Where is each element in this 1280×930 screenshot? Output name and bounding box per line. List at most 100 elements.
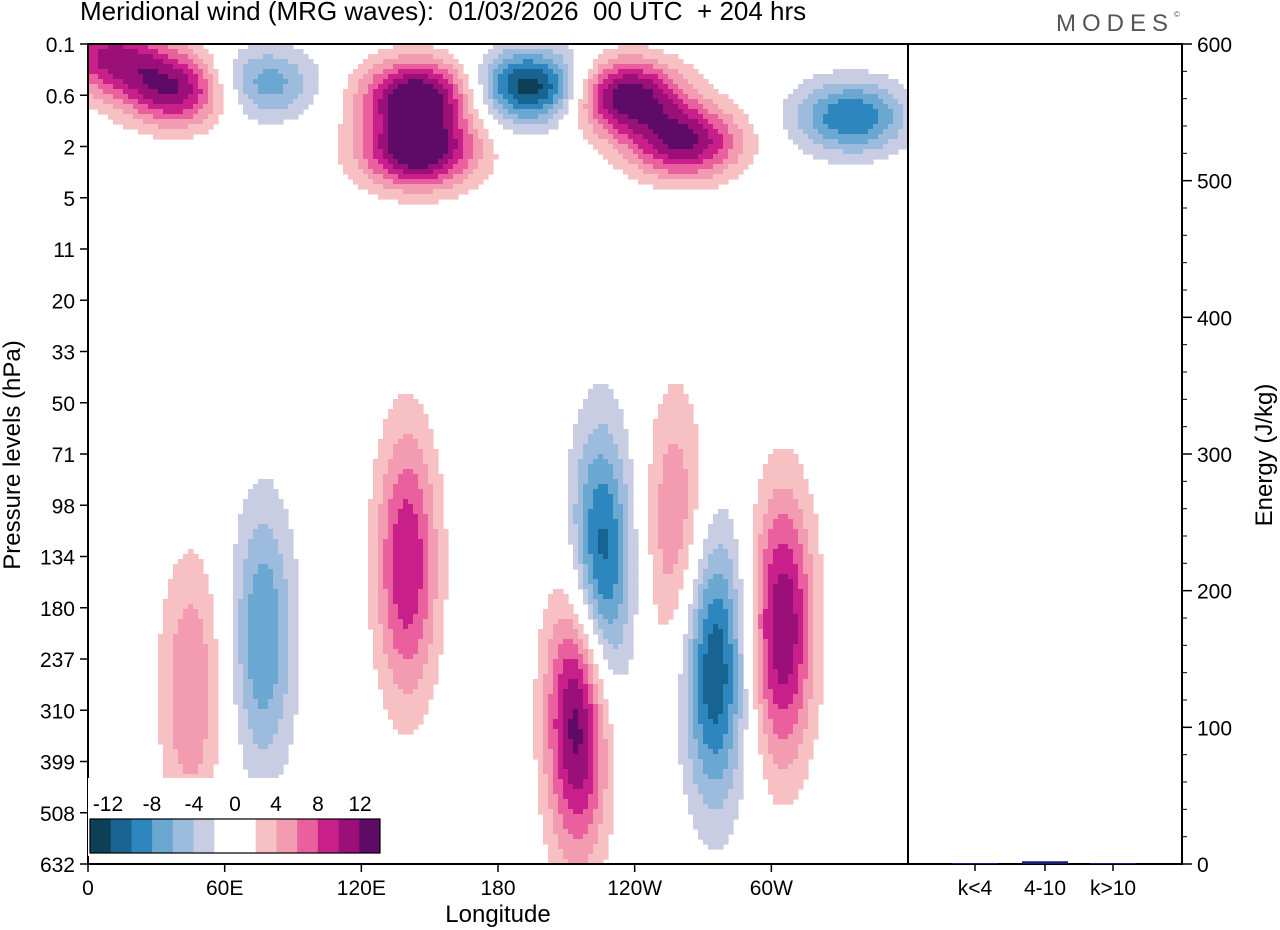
field-cell (698, 594, 704, 600)
field-cell (378, 554, 384, 560)
field-cell (363, 94, 374, 100)
field-cell (578, 464, 589, 470)
field-cell (658, 519, 684, 525)
field-cell (283, 84, 304, 90)
field-cell (433, 69, 449, 75)
field-cell (683, 654, 689, 660)
field-cell (208, 654, 219, 660)
field-cell (733, 144, 744, 150)
field-cell (158, 679, 174, 685)
field-cell (763, 694, 774, 700)
field-cell (243, 759, 289, 765)
field-cell (183, 109, 199, 115)
field-cell (663, 104, 679, 110)
field-cell (758, 554, 764, 560)
colorbar-swatch (152, 819, 174, 853)
field-cell (573, 744, 579, 750)
field-cell (378, 574, 384, 580)
field-cell (113, 74, 144, 80)
field-cell (588, 564, 594, 570)
field-cell (433, 609, 444, 615)
field-cell (618, 529, 624, 535)
field-cell (548, 119, 559, 125)
field-cell (763, 679, 769, 685)
field-cell (443, 99, 449, 105)
field-cell (628, 599, 639, 605)
field-cell (553, 749, 559, 755)
field-cell (398, 174, 439, 180)
field-cell (398, 199, 439, 205)
field-cell (288, 679, 299, 685)
field-cell (273, 529, 294, 535)
field-cell (613, 439, 629, 445)
field-cell (728, 639, 739, 645)
field-cell (618, 139, 634, 145)
field-cell (343, 99, 354, 105)
field-cell (163, 599, 214, 605)
field-cell (568, 534, 579, 540)
field-cell (443, 114, 454, 120)
field-cell (243, 509, 289, 515)
field-cell (433, 639, 444, 645)
y-tick-label: 71 (52, 444, 75, 467)
field-cell (788, 734, 804, 740)
field-cell (208, 99, 214, 105)
field-cell (658, 134, 699, 140)
field-cell (598, 699, 609, 705)
field-cell (728, 729, 734, 735)
field-cell (623, 539, 629, 545)
field-cell (543, 694, 549, 700)
field-cell (703, 549, 714, 555)
field-cell (678, 689, 689, 695)
field-cell (448, 144, 459, 150)
field-cell (623, 154, 639, 160)
field-cell (773, 599, 794, 605)
colorbar-frame (89, 818, 381, 854)
field-cell (733, 614, 739, 620)
field-cell (373, 119, 384, 125)
field-cell (583, 449, 619, 455)
field-cell (543, 104, 554, 110)
field-cell (213, 79, 219, 85)
field-cell (648, 504, 659, 510)
field-cell (653, 599, 679, 605)
field-cell (578, 479, 589, 485)
field-cell (173, 664, 209, 670)
field-cell (838, 99, 864, 105)
field-cell (593, 739, 599, 745)
colorbar-label: -8 (143, 793, 162, 816)
field-cell (733, 674, 739, 680)
field-cell (668, 144, 694, 150)
field-cell (583, 509, 589, 515)
field-cell (418, 474, 429, 480)
field-cell (388, 659, 429, 665)
field-cell (673, 79, 689, 85)
field-cell (158, 69, 184, 75)
field-cell (793, 724, 809, 730)
field-cell (658, 619, 669, 625)
field-cell (608, 429, 629, 435)
field-cell (268, 744, 289, 750)
field-cell (428, 599, 434, 605)
field-cell (758, 624, 764, 630)
field-cell (583, 399, 619, 405)
field-cell (418, 644, 429, 650)
field-cell (618, 569, 624, 575)
field-cell (723, 734, 734, 740)
field-cell (598, 794, 604, 800)
field-cell (698, 609, 709, 615)
field-cell (568, 484, 579, 490)
field-cell (533, 744, 544, 750)
field-cell (558, 109, 569, 115)
field-cell (238, 524, 259, 530)
field-cell (603, 814, 614, 820)
field-cell (373, 154, 384, 160)
field-cell (733, 779, 744, 785)
field-cell (238, 94, 249, 100)
field-cell (688, 479, 699, 485)
field-cell (798, 629, 804, 635)
field-cell (148, 44, 169, 50)
field-cell (288, 664, 299, 670)
field-cell (758, 569, 764, 575)
field-cell (368, 539, 379, 545)
